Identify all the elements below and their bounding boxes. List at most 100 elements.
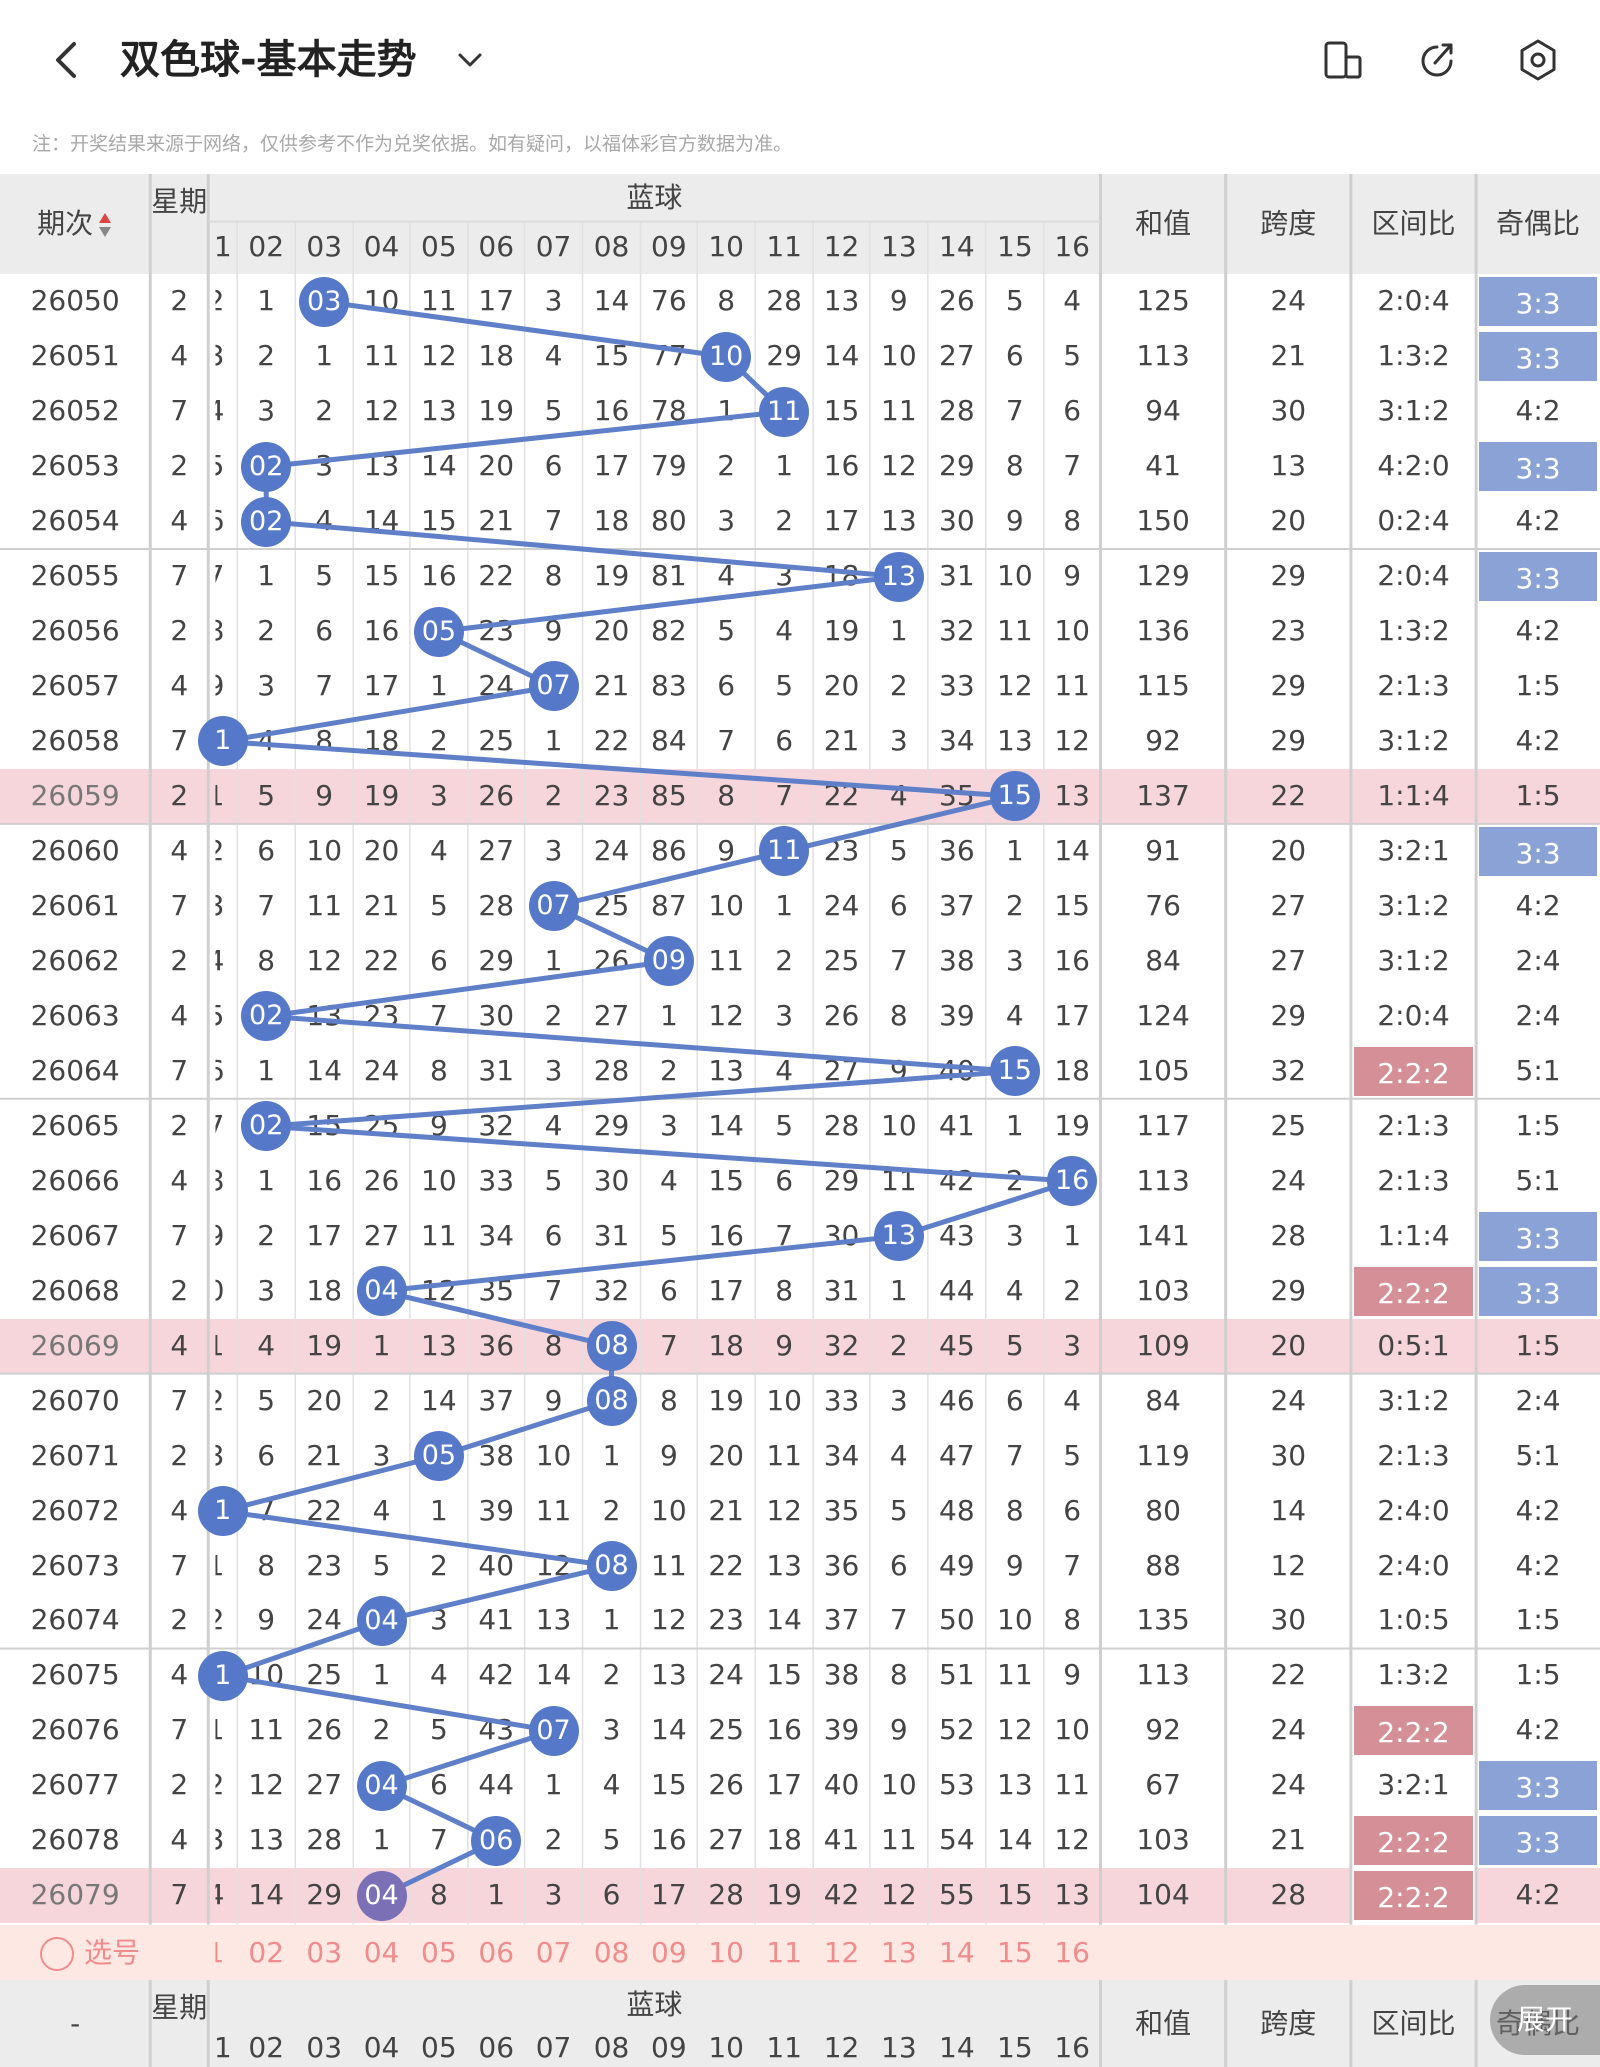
week-cell: 4 [170, 504, 189, 538]
blue-number-cell: 9 [775, 1328, 794, 1362]
select-ball-option[interactable]: 1 [206, 1935, 225, 1969]
bottom-span-header: 跨度 [1260, 2006, 1317, 2040]
table-row [0, 1318, 1600, 1374]
blue-number-cell: 1 [206, 1713, 225, 1747]
blue-number-cell: 1 [775, 449, 794, 483]
period-cell: 26065 [30, 1108, 120, 1142]
blue-number-cell: 39 [478, 1493, 515, 1527]
zone-ratio-cell: 1:3:2 [1377, 614, 1450, 648]
select-ball-option[interactable]: 13 [881, 1935, 917, 1969]
blue-number-cell: 17 [363, 668, 400, 702]
select-ball-option[interactable]: 08 [593, 1935, 630, 1969]
zone-ratio-cell: 3:2:1 [1377, 833, 1450, 867]
blue-number-cell: 3 [257, 1273, 276, 1307]
blue-number-cell: 84 [651, 723, 687, 757]
period-header[interactable]: 期次 [0, 174, 150, 274]
select-ball-option[interactable]: 03 [306, 1935, 343, 1969]
span-cell: 24 [1270, 284, 1307, 318]
parity-ratio-cell: 5:1 [1515, 1438, 1561, 1472]
settings-icon[interactable] [1513, 35, 1563, 85]
blue-ball: 02 [241, 1101, 292, 1152]
blue-number-cell: 22 [708, 1548, 744, 1582]
blue-col-header: 02 [248, 230, 285, 264]
blue-number-cell: 4 [775, 614, 794, 648]
chevron-down-icon[interactable] [450, 40, 490, 80]
blue-number-cell: 3 [1005, 943, 1024, 977]
blue-number-cell: 8 [889, 998, 908, 1032]
blue-number-cell: 14 [651, 1713, 687, 1747]
blue-ball: 07 [528, 661, 579, 712]
select-ball-option[interactable]: 02 [248, 1935, 285, 1969]
blue-number-cell: 3 [429, 1603, 448, 1637]
week-cell: 2 [170, 778, 189, 812]
blue-number-cell: 4 [544, 1108, 563, 1142]
blue-number-cell: 4 [206, 943, 225, 977]
blue-number-cell: 5 [1063, 1438, 1082, 1472]
period-cell: 26073 [30, 1548, 120, 1582]
period-cell: 26051 [30, 339, 120, 373]
blue-number-cell: 1 [372, 1328, 391, 1362]
sum-cell: 125 [1136, 284, 1190, 318]
blue-number-cell: 3 [602, 1713, 621, 1747]
blue-number-cell: 28 [939, 394, 975, 428]
layout-icon[interactable] [1318, 35, 1368, 85]
select-ball-option[interactable]: 11 [766, 1935, 802, 1969]
select-ball-option[interactable]: 10 [708, 1935, 744, 1969]
back-icon[interactable] [40, 30, 90, 90]
select-number-button[interactable]: 选号 [40, 1925, 180, 1980]
blue-number-cell: 1 [1005, 1108, 1024, 1142]
span-cell: 29 [1270, 1273, 1307, 1307]
expand-button[interactable]: 展开 [1490, 1985, 1600, 2055]
week-cell: 2 [170, 1438, 189, 1472]
select-row [0, 1924, 1600, 1980]
select-ball-option[interactable]: 16 [1054, 1935, 1090, 1969]
blue-number-cell: 42 [478, 1658, 515, 1692]
zone-ratio-cell: 1:1:4 [1377, 1218, 1450, 1252]
sum-cell: 115 [1136, 668, 1190, 702]
sum-cell: 136 [1136, 614, 1190, 648]
select-ball-option[interactable]: 09 [651, 1935, 687, 1969]
sort-icon[interactable] [93, 207, 113, 240]
blue-number-cell: 4 [429, 833, 448, 867]
week-cell: 2 [170, 449, 189, 483]
blue-number-cell: 2 [372, 1383, 391, 1417]
select-ball-option[interactable]: 14 [939, 1935, 975, 1969]
blue-number-cell: 10 [535, 1438, 572, 1472]
select-ball-option[interactable]: 07 [535, 1935, 572, 1969]
blue-number-cell: 35 [823, 1493, 860, 1527]
radio-icon[interactable] [40, 1936, 74, 1971]
parity-ratio-cell: 2:4 [1515, 943, 1561, 977]
period-cell: 26060 [30, 833, 120, 867]
span-cell: 28 [1270, 1878, 1307, 1912]
span-cell: 23 [1270, 614, 1307, 648]
select-ball-option[interactable]: 05 [421, 1935, 457, 1969]
bottom-blue-col-header: 06 [478, 2031, 515, 2065]
sum-cell: 113 [1136, 339, 1190, 373]
blue-col-header: 12 [823, 230, 860, 264]
week-cell: 7 [170, 394, 189, 428]
blue-number-cell: 15 [651, 1768, 687, 1802]
blue-number-cell: 9 [544, 1383, 563, 1417]
select-ball-option[interactable]: 04 [363, 1935, 400, 1969]
zone-ratio-cell: 3:2:1 [1377, 1768, 1450, 1802]
blue-number-cell: 30 [823, 1218, 860, 1252]
week-cell: 4 [170, 339, 189, 373]
blue-number-cell: 11 [306, 888, 343, 922]
select-ball-option[interactable]: 15 [997, 1935, 1033, 1969]
period-cell: 26052 [30, 394, 120, 428]
select-ball-option[interactable]: 12 [823, 1935, 860, 1969]
page-title[interactable]: 双色球-基本走势 [120, 37, 417, 83]
span-header: 跨度 [1260, 207, 1317, 240]
share-icon[interactable] [1413, 35, 1463, 85]
blue-number-cell: 85 [651, 778, 687, 812]
span-cell: 29 [1270, 998, 1307, 1032]
blue-number-cell: 14 [997, 1823, 1033, 1857]
week-cell: 2 [170, 1768, 189, 1802]
blue-number-cell: 18 [708, 1328, 744, 1362]
blue-number-cell: 17 [306, 1218, 343, 1252]
blue-number-cell: 15 [708, 1163, 744, 1197]
period-cell: 26068 [30, 1273, 120, 1307]
blue-ball: 1 [197, 1650, 248, 1701]
blue-number-cell: 12 [881, 449, 917, 483]
select-ball-option[interactable]: 06 [478, 1935, 515, 1969]
